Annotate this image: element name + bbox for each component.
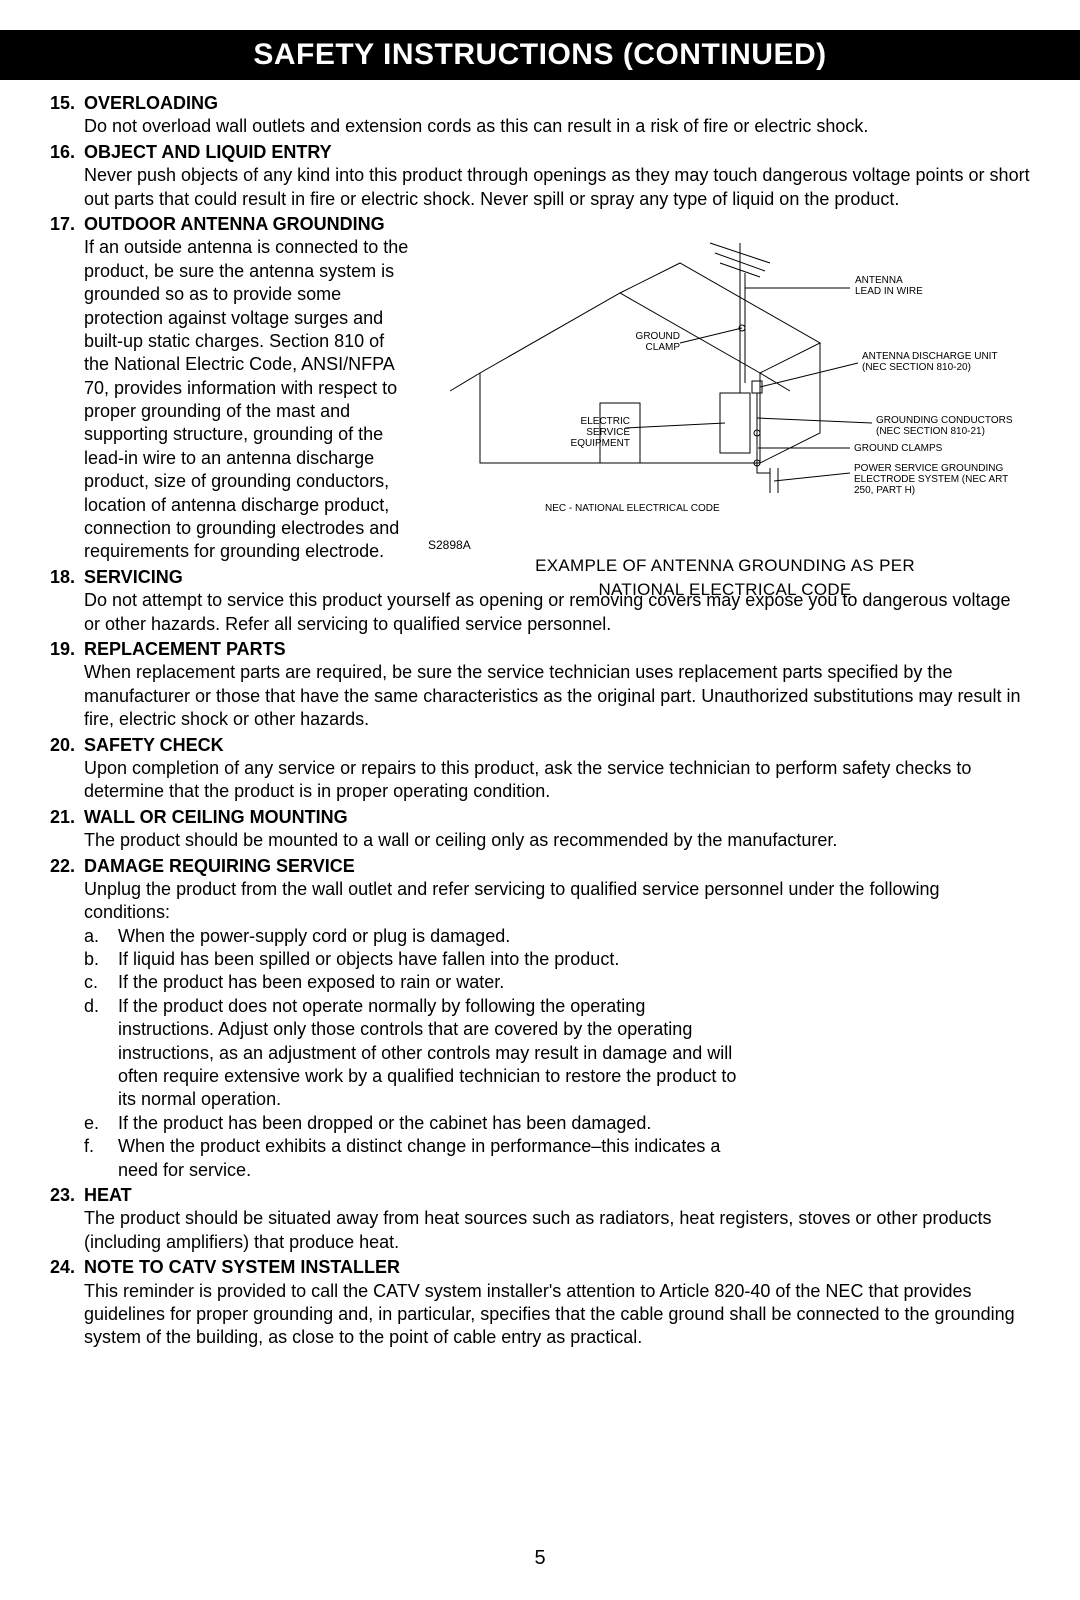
item-body: If an outside antenna is connected to th…	[84, 236, 414, 563]
subitem-text: When the product exhibits a distinct cha…	[118, 1135, 738, 1182]
item-title: OBJECT AND LIQUID ENTRY	[84, 141, 1030, 164]
item-number: 15.	[50, 92, 84, 115]
item-title: WALL OR CEILING MOUNTING	[84, 806, 1030, 829]
item-number: 20.	[50, 734, 84, 757]
item-title: DAMAGE REQUIRING SERVICE	[84, 855, 1030, 878]
instruction-item: 24.NOTE TO CATV SYSTEM INSTALLERThis rem…	[50, 1256, 1030, 1350]
subitem-text: If the product does not operate normally…	[118, 995, 738, 1112]
item-number: 19.	[50, 638, 84, 661]
subitem-letter: c.	[84, 971, 118, 994]
item-number: 22.	[50, 855, 84, 878]
instruction-item: 20.SAFETY CHECKUpon completion of any se…	[50, 734, 1030, 804]
sublist: a.When the power-supply cord or plug is …	[84, 925, 1030, 1182]
instruction-item: 23.HEATThe product should be situated aw…	[50, 1184, 1030, 1254]
subitem-text: If the product has been exposed to rain …	[118, 971, 1030, 994]
subitem: d.If the product does not operate normal…	[84, 995, 1030, 1112]
antenna-grounding-figure: ANTENNA LEAD IN WIRE GROUND CLAMP ANTENN…	[420, 233, 1030, 583]
subitem: b.If liquid has been spilled or objects …	[84, 948, 1030, 971]
instruction-item: 19.REPLACEMENT PARTSWhen replacement par…	[50, 638, 1030, 732]
item-number: 21.	[50, 806, 84, 829]
page-number: 5	[0, 1547, 1080, 1570]
lbl-nec: NEC - NATIONAL ELECTRICAL CODE	[545, 503, 720, 514]
subitem: e.If the product has been dropped or the…	[84, 1112, 1030, 1135]
instruction-item: 15.OVERLOADINGDo not overload wall outle…	[50, 92, 1030, 139]
item-title: HEAT	[84, 1184, 1030, 1207]
item-title: REPLACEMENT PARTS	[84, 638, 1030, 661]
item-title: OVERLOADING	[84, 92, 1030, 115]
lbl-ground-clamps: GROUND CLAMPS	[854, 443, 974, 454]
subitem-text: When the power-supply cord or plug is da…	[118, 925, 1030, 948]
lbl-power-service: POWER SERVICE GROUNDING ELECTRODE SYSTEM…	[854, 463, 1014, 496]
item-body: This reminder is provided to call the CA…	[84, 1280, 1030, 1350]
item-body: Upon completion of any service or repair…	[84, 757, 1030, 804]
item-body: The product should be situated away from…	[84, 1207, 1030, 1254]
lbl-discharge: ANTENNA DISCHARGE UNIT (NEC SECTION 810-…	[862, 351, 1002, 373]
item-title: NOTE TO CATV SYSTEM INSTALLER	[84, 1256, 1030, 1279]
item-body: Do not overload wall outlets and extensi…	[84, 115, 1030, 138]
subitem-letter: d.	[84, 995, 118, 1112]
subitem-text: If liquid has been spilled or objects ha…	[118, 948, 1030, 971]
lbl-electric-service: ELECTRIC SERVICE EQUIPMENT	[560, 416, 630, 449]
instruction-item: 22.DAMAGE REQUIRING SERVICEUnplug the pr…	[50, 855, 1030, 1182]
item-title: SAFETY CHECK	[84, 734, 1030, 757]
figure-ref: S2898A	[428, 538, 1030, 552]
subitem-letter: b.	[84, 948, 118, 971]
figure-caption-2: NATIONAL ELECTRICAL CODE	[420, 580, 1030, 600]
page-header: SAFETY INSTRUCTIONS (CONTINUED)	[0, 30, 1080, 80]
instruction-item: 21.WALL OR CEILING MOUNTINGThe product s…	[50, 806, 1030, 853]
figure-caption-1: EXAMPLE OF ANTENNA GROUNDING AS PER	[420, 556, 1030, 576]
item-number: 18.	[50, 566, 84, 589]
item-body: The product should be mounted to a wall …	[84, 829, 1030, 852]
subitem-letter: a.	[84, 925, 118, 948]
subitem-text: If the product has been dropped or the c…	[118, 1112, 1030, 1135]
item-number: 24.	[50, 1256, 84, 1279]
lbl-antenna-lead: ANTENNA LEAD IN WIRE	[855, 275, 925, 297]
item-number: 23.	[50, 1184, 84, 1207]
item-body: When replacement parts are required, be …	[84, 661, 1030, 731]
item-body: Unplug the product from the wall outlet …	[84, 878, 1030, 925]
subitem: a.When the power-supply cord or plug is …	[84, 925, 1030, 948]
instruction-item: 16.OBJECT AND LIQUID ENTRYNever push obj…	[50, 141, 1030, 211]
subitem: f.When the product exhibits a distinct c…	[84, 1135, 1030, 1182]
subitem-letter: e.	[84, 1112, 118, 1135]
subitem-letter: f.	[84, 1135, 118, 1182]
lbl-ground-clamp: GROUND CLAMP	[630, 331, 680, 353]
item-body: Never push objects of any kind into this…	[84, 164, 1030, 211]
lbl-grounding-conductors: GROUNDING CONDUCTORS (NEC SECTION 810-21…	[876, 415, 1026, 437]
item-number: 16.	[50, 141, 84, 164]
subitem: c.If the product has been exposed to rai…	[84, 971, 1030, 994]
item-number: 17.	[50, 213, 84, 236]
